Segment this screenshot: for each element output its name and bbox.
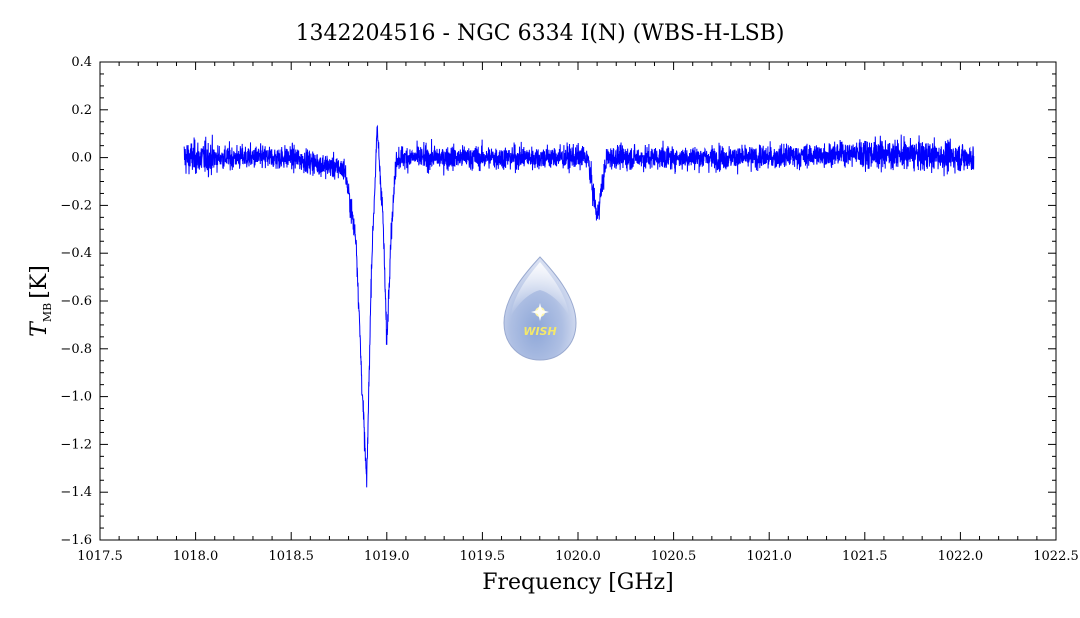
x-tick-label: 1021.0 [746,549,792,564]
x-tick-label: 1019.5 [460,549,506,564]
x-tick-label: 1021.5 [842,549,888,564]
x-tick-label: 1018.5 [268,549,314,564]
y-tick-label: −0.4 [60,246,92,261]
chart-title: 1342204516 - NGC 6334 I(N) (WBS-H-LSB) [296,21,785,46]
x-tick-label: 1020.5 [651,549,697,564]
y-tick-labels: 0.4 0.2 0.0 −0.2 −0.4 −0.6 −0.8 −1.0 −1.2 −1.4 −1.… [60,55,92,548]
y-tick-label: −1.4 [60,485,92,500]
y-axis-symbol: T [27,320,52,337]
axis-ticks [99,61,1057,541]
x-tick-label: 1022.5 [1033,549,1079,564]
y-axis-subscript: MB [41,303,54,322]
y-tick-label: −1.2 [60,437,92,452]
y-axis-unit: [K] [27,265,52,299]
x-tick-label: 1020.0 [555,549,601,564]
y-tick-label: −1.0 [60,390,92,405]
plot-frame [99,61,1057,541]
y-axis-label: TMB [K] [27,265,54,337]
x-tick-label: 1019.0 [364,549,410,564]
drop-highlight [511,262,569,316]
y-tick-label: 0.4 [71,55,92,70]
y-tick-label: −0.6 [60,294,92,309]
wish-logo: WISH [503,256,577,361]
x-tick-label: 1018.0 [173,549,219,564]
y-tick-label: −1.6 [60,533,92,548]
x-tick-label: 1017.5 [77,549,123,564]
y-tick-label: 0.2 [71,103,92,118]
y-tick-label: −0.8 [60,342,92,357]
x-tick-label: 1022.0 [938,549,984,564]
x-axis-label: Frequency [GHz] [482,570,674,595]
star-icon [531,303,549,321]
spectrum-line [183,124,975,488]
y-tick-label: 0.0 [71,151,92,166]
logo-text: WISH [523,325,556,338]
x-tick-labels: 1017.5 1018.0 1018.5 1019.0 1019.5 1020.0 1020… [77,549,1079,564]
y-tick-label: −0.2 [60,198,92,213]
